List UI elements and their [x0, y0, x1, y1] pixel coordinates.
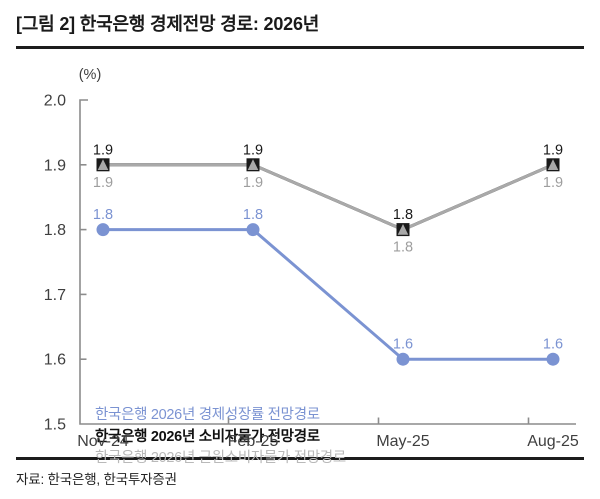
data-value-label: 1.8	[393, 207, 413, 223]
data-value-label: 1.9	[93, 175, 113, 191]
square-marker	[246, 158, 260, 172]
triangle-marker	[247, 159, 259, 170]
circle-marker	[396, 352, 410, 366]
title-divider-line	[16, 46, 584, 49]
data-value-label: 1.6	[543, 337, 563, 353]
legend-item-core-cpi-path: 한국은행 2026년 근원소비자물가 전망경로	[95, 450, 346, 466]
x-axis-label: Aug-25	[527, 433, 579, 450]
legend-item-gdp-growth-path: 한국은행 2026년 경제성장률 전망경로	[95, 407, 320, 423]
line-chart: 2.01.91.81.71.61.5(%)Nov-24 Feb-25 May-25 A…	[44, 67, 579, 450]
axis-frame	[79, 99, 576, 425]
y-axis-label: 1.9	[44, 157, 66, 174]
circle-marker	[546, 352, 560, 366]
legend-item-cpi-path: 한국은행 2026년 소비자물가 전망경로	[95, 428, 320, 445]
triangle-marker	[547, 159, 559, 170]
x-axis-label: May-25	[376, 433, 429, 450]
triangle-marker	[97, 159, 109, 170]
series-line	[103, 163, 554, 232]
data-value-label: 1.9	[543, 142, 563, 158]
circle-marker	[246, 223, 260, 237]
data-value-label: 1.8	[243, 207, 263, 223]
data-value-label: 1.9	[243, 142, 263, 158]
data-value-label: 1.9	[543, 175, 563, 191]
y-axis-label: 2.0	[44, 93, 66, 110]
y-axis-label: 1.7	[44, 287, 66, 304]
series-line	[103, 163, 554, 232]
data-value-label: 1.9	[243, 175, 263, 191]
y-axis-unit-label: (%)	[79, 67, 102, 83]
source-note: 자료: 한국은행, 한국투자증권	[16, 472, 177, 487]
square-marker	[546, 158, 560, 172]
square-marker	[96, 158, 110, 172]
y-axis-label: 1.6	[44, 352, 66, 369]
y-axis-label: 1.5	[44, 417, 66, 434]
chart-legend: 한국은행 2026년 경제성장률 전망경로 한국은행 2026년 소비자물가 전…	[95, 405, 346, 470]
figure-title: [그림 2] 한국은행 경제전망 경로: 2026년	[16, 14, 320, 34]
data-value-label: 1.9	[93, 142, 113, 158]
series-line	[103, 228, 553, 361]
y-axis-label: 1.8	[44, 222, 66, 239]
data-value-label: 1.6	[393, 337, 413, 353]
data-value-label: 1.8	[93, 207, 113, 223]
circle-marker	[96, 223, 110, 237]
triangle-marker	[397, 224, 409, 235]
square-marker	[396, 223, 410, 237]
chart-area: 한국은행 2026년 경제성장률 전망경로 한국은행 2026년 소비자물가 전…	[0, 55, 600, 466]
data-value-label: 1.8	[393, 240, 413, 256]
footer-divider-line	[16, 457, 584, 460]
